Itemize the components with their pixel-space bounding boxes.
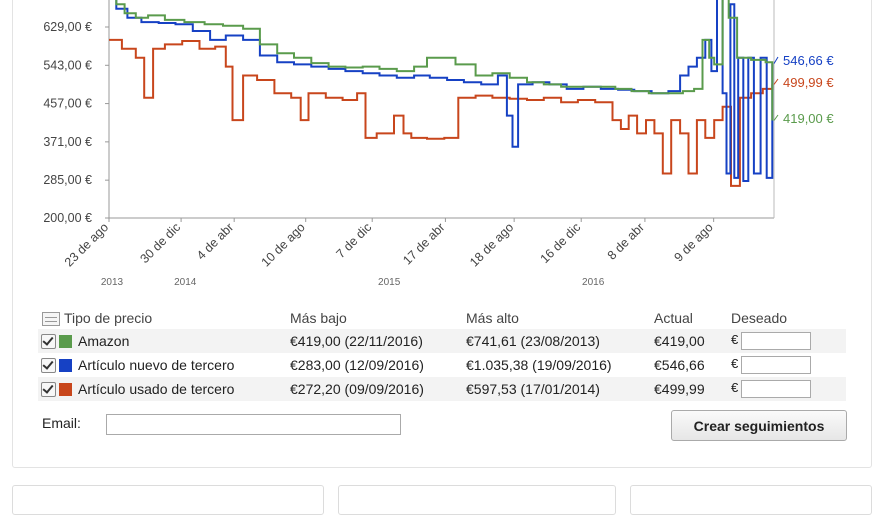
current-header: Actual (654, 310, 693, 326)
year-label: 2016 (582, 277, 605, 288)
low-value: €283,00 (12/09/2016) (290, 357, 424, 373)
x-tick-label: 18 de ago (467, 220, 516, 269)
amazon-swatch (59, 335, 72, 349)
used-third-party-swatch (59, 383, 72, 397)
y-tick-label: 629,00 € (43, 20, 92, 34)
end-label-leader (773, 56, 779, 64)
x-tick-label: 16 de dic (538, 220, 584, 266)
wish-price-input-amazon[interactable] (741, 332, 811, 351)
low-value: €419,00 (22/11/2016) (290, 329, 466, 353)
series-label: Artículo usado de tercero (78, 380, 235, 397)
price-history-panel (12, 0, 872, 468)
bottom-box-2 (338, 485, 616, 515)
bottom-box-3 (630, 485, 872, 515)
series-line-1 (115, 0, 774, 182)
email-label: Email: (42, 415, 81, 431)
year-label: 2015 (378, 277, 401, 288)
used-third-party-checkbox[interactable] (41, 382, 56, 398)
new-third-party-checkbox[interactable] (41, 358, 56, 374)
chart-end-labels: 419,00 € 546,66 € 499,99 € (773, 53, 834, 126)
series-end-label: 499,99 € (783, 75, 834, 90)
x-tick-label: 7 de dic (333, 220, 374, 261)
series-end-label: 419,00 € (783, 111, 834, 126)
x-tick-label: 17 de abr (400, 220, 447, 267)
create-tracking-button[interactable]: Crear seguimientos (671, 410, 847, 441)
high-value: €597,53 (17/01/2014) (466, 377, 654, 401)
series-line-2 (109, 38, 774, 187)
email-input[interactable] (106, 414, 401, 435)
y-tick-label: 371,00 € (43, 135, 92, 149)
x-tick-label: 8 de abr (605, 220, 647, 262)
x-tick-label: 9 de ago (671, 220, 715, 264)
bottom-box-1 (12, 485, 324, 515)
low-header: Más bajo (290, 310, 347, 326)
new-third-party-swatch (59, 359, 72, 373)
series-label: Artículo nuevo de tercero (78, 356, 235, 373)
wish-header: Deseado (731, 310, 788, 326)
year-label: 2014 (174, 277, 197, 288)
year-label: 2013 (101, 277, 124, 288)
y-tick-label: 457,00 € (43, 97, 92, 111)
currency-label: € (731, 331, 739, 347)
currency-label: € (731, 355, 739, 371)
y-tick-label: 543,00 € (43, 58, 92, 72)
x-tick-label: 10 de ago (259, 220, 308, 269)
chart-axes (108, 0, 775, 219)
x-tick-label: 23 de ago (62, 220, 111, 269)
chart-series (109, 0, 774, 187)
current-value: €546,66 (654, 357, 705, 373)
currency-label: € (731, 379, 739, 395)
table-header-row: Tipo de precio Más bajo Más alto Actual … (38, 307, 846, 329)
series-line-0 (115, 0, 774, 121)
high-value: €1.035,38 (19/09/2016) (466, 357, 612, 373)
current-value: €499,99 (654, 377, 731, 401)
x-tick-label: 4 de abr (194, 220, 236, 262)
amazon-checkbox[interactable] (41, 334, 56, 350)
y-tick-label: 285,00 € (43, 173, 92, 187)
price-history-chart: 629,00 € 543,00 € 457,00 € 371,00 € 285,00 €… (43, 0, 834, 288)
price-type-table: Tipo de precio Más bajo Más alto Actual … (38, 307, 846, 401)
price-table-icon (42, 312, 60, 327)
x-tick-label: 30 de dic (137, 220, 183, 266)
series-label: Amazon (78, 332, 130, 349)
series-end-label: 546,66 € (783, 53, 834, 68)
wish-price-input-used[interactable] (741, 380, 811, 399)
end-label-leader (773, 78, 779, 85)
wish-price-input-new[interactable] (741, 356, 811, 375)
current-value: €419,00 (654, 329, 731, 353)
y-tick-label: 200,00 € (43, 211, 92, 225)
low-value: €272,20 (09/09/2016) (290, 377, 466, 401)
type-header: Tipo de precio (38, 307, 290, 329)
end-label-leader (773, 114, 779, 121)
table-row: Artículo usado de tercero €272,20 (09/09… (38, 377, 846, 401)
table-row: Artículo nuevo de tercero €283,00 (12/09… (38, 353, 846, 377)
high-value: €741,61 (23/08/2013) (466, 329, 654, 353)
table-row: Amazon €419,00 (22/11/2016) €741,61 (23/… (38, 329, 846, 353)
high-header: Más alto (466, 310, 519, 326)
